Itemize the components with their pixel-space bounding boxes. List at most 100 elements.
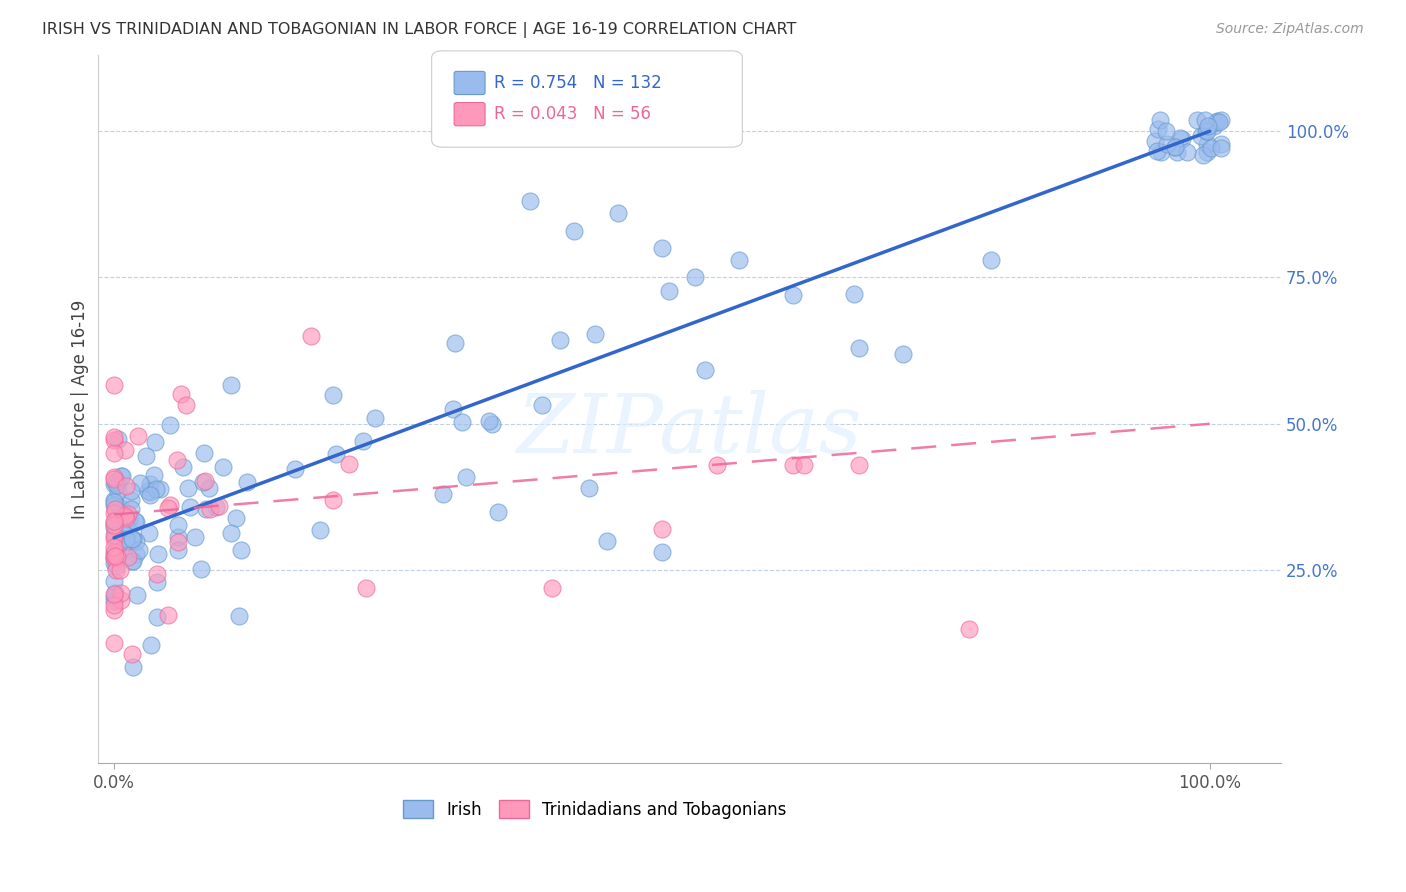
Irish [105,559,128,574]
Irish [980,252,1002,267]
Irish [105,514,128,528]
Irish [112,519,135,533]
Irish [531,398,554,412]
Trinidadians and Tobagonians [957,622,980,636]
Trinidadians and Tobagonians [103,599,125,613]
Irish [145,482,167,496]
Irish [139,488,162,502]
Trinidadians and Tobagonians [117,507,139,521]
Trinidadians and Tobagonians [299,329,322,343]
Irish [364,411,387,425]
Irish [114,533,136,547]
Irish [103,591,125,605]
Irish [284,462,307,476]
Irish [235,475,257,489]
Trinidadians and Tobagonians [103,540,125,554]
Trinidadians and Tobagonians [103,603,125,617]
Irish [322,388,344,402]
Irish [121,532,143,546]
Irish [219,525,242,540]
Irish [1197,119,1219,133]
Irish [651,545,673,559]
Irish [184,529,207,543]
Irish [104,524,127,539]
Irish [149,483,172,497]
Irish [1185,112,1208,127]
Irish [1146,145,1168,159]
Trinidadians and Tobagonians [170,387,193,401]
Irish [107,483,129,498]
Trinidadians and Tobagonians [127,429,149,443]
Trinidadians and Tobagonians [848,458,870,472]
Irish [1189,129,1212,144]
Irish [519,194,541,209]
Irish [1209,141,1232,155]
Irish [1154,124,1177,138]
Text: IRISH VS TRINIDADIAN AND TOBAGONIAN IN LABOR FORCE | AGE 16-19 CORRELATION CHART: IRISH VS TRINIDADIAN AND TOBAGONIAN IN L… [42,22,797,38]
Trinidadians and Tobagonians [105,563,128,577]
Trinidadians and Tobagonians [651,522,673,536]
Irish [138,477,160,491]
Irish [179,500,201,515]
Irish [141,638,163,652]
Trinidadians and Tobagonians [103,378,125,392]
Irish [1209,137,1232,152]
Irish [550,333,572,347]
Irish [693,363,716,377]
Trinidadians and Tobagonians [157,500,180,515]
Irish [727,252,749,267]
Irish [103,498,125,512]
Irish [145,610,167,624]
Irish [143,434,166,449]
Trinidadians and Tobagonians [103,470,125,484]
Irish [1208,115,1230,129]
Text: Source: ZipAtlas.com: Source: ZipAtlas.com [1216,22,1364,37]
Irish [117,513,139,527]
Irish [891,346,914,360]
Irish [120,483,142,498]
Irish [107,474,129,488]
Irish [432,487,454,501]
Trinidadians and Tobagonians [706,458,728,472]
Irish [193,475,215,489]
Irish [195,502,218,516]
Irish [104,586,127,600]
Trinidadians and Tobagonians [115,478,138,492]
Irish [103,557,125,571]
Trinidadians and Tobagonians [322,492,344,507]
Irish [103,516,125,531]
Irish [127,588,149,602]
Trinidadians and Tobagonians [166,453,188,467]
Trinidadians and Tobagonians [354,581,377,595]
Irish [136,484,159,499]
Irish [121,533,143,547]
Irish [103,574,125,589]
Irish [1175,145,1198,159]
Irish [478,414,501,428]
Irish [228,608,250,623]
Irish [782,288,804,302]
Irish [1205,113,1227,128]
Irish [844,287,866,301]
Irish [1197,145,1219,159]
Irish [177,481,200,495]
Irish [352,434,374,448]
Irish [1166,145,1188,160]
Irish [1195,124,1218,138]
Irish [107,547,129,561]
Irish [121,554,143,568]
Trinidadians and Tobagonians [105,549,128,564]
Irish [443,335,465,350]
Trinidadians and Tobagonians [103,430,125,444]
Trinidadians and Tobagonians [782,458,804,472]
Irish [148,548,170,562]
Irish [142,467,165,482]
Irish [105,510,128,524]
Trinidadians and Tobagonians [166,534,188,549]
Trinidadians and Tobagonians [110,592,132,607]
Trinidadians and Tobagonians [103,532,125,546]
Irish [1147,122,1170,136]
Irish [125,515,148,529]
Irish [1156,137,1178,152]
Irish [111,469,134,483]
